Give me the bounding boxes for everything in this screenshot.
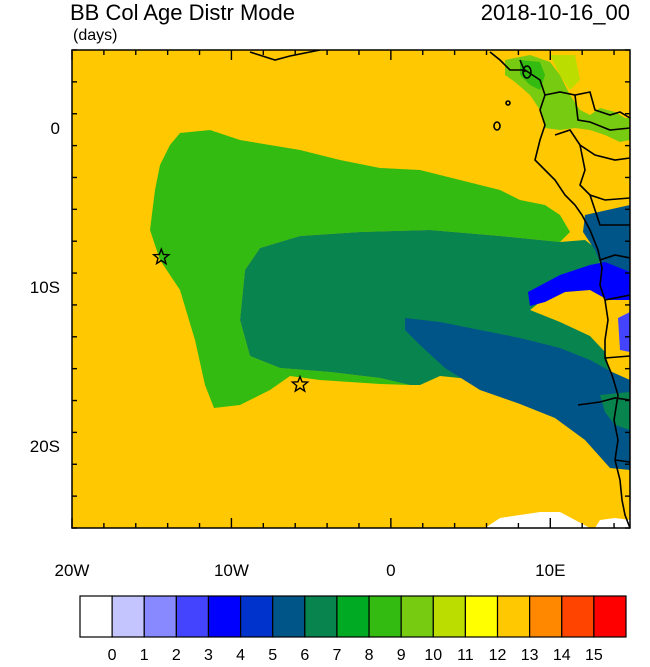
units-label: (days) [73, 27, 118, 44]
colorbar-swatch [207, 595, 242, 638]
axis-ticks [71, 49, 630, 529]
colorbar-swatch [272, 595, 306, 638]
age-11-north [550, 55, 580, 90]
age-4-region [528, 262, 630, 306]
title-right: 2018-10-16_00 [480, 0, 630, 25]
colorbar-swatch [336, 595, 370, 638]
colorbar-label: 2 [171, 647, 181, 664]
age-6-region [405, 318, 630, 470]
colorbar-swatch [111, 595, 145, 638]
colorbar-swatch [304, 595, 338, 638]
x-tick-label: 10W [213, 561, 249, 580]
colorbar-swatch [239, 595, 274, 638]
age-0-region [485, 512, 590, 528]
colorbar-swatch [496, 595, 531, 638]
age-0-region-2 [595, 518, 630, 528]
colorbar-label: 13 [520, 647, 539, 664]
colorbar-swatch [529, 595, 563, 638]
age-3-region [618, 312, 630, 352]
colorbar-label: 0 [107, 647, 117, 664]
colorbar-swatch [593, 595, 627, 638]
colorbar-swatch [175, 595, 210, 638]
y-tick-label: 0 [50, 118, 60, 138]
colorbar-label: 6 [300, 647, 310, 664]
colorbar-swatch [432, 595, 467, 638]
colorbar-label: 4 [236, 647, 246, 664]
colorbar-label: 7 [332, 647, 342, 664]
colorbar [79, 595, 627, 638]
x-tick-label: 10E [535, 561, 566, 580]
colorbar-swatch [561, 595, 595, 638]
colorbar-swatch [368, 595, 402, 638]
colorbar-label: 10 [424, 647, 443, 664]
colorbar-label: 14 [552, 647, 571, 664]
colorbar-label: 3 [204, 647, 213, 664]
colorbar-swatch [464, 595, 499, 638]
x-tick-label: 0 [386, 561, 396, 580]
title-left: BB Col Age Distr Mode [70, 0, 295, 25]
colorbar-swatch [79, 595, 113, 638]
y-tick-label: 10S [29, 278, 60, 297]
age-9-region [150, 130, 570, 408]
colorbar-swatch [143, 595, 177, 638]
colorbar-swatch [400, 595, 434, 638]
colorbar-label: 15 [584, 647, 603, 664]
colorbar-label: 12 [488, 647, 507, 664]
map-frame [71, 49, 631, 529]
map-plot [72, 50, 630, 528]
star-marker-st-helena-icon [290, 374, 310, 393]
y-tick-label: 20S [29, 437, 60, 457]
coastlines [249, 50, 630, 528]
colorbar-label: 11 [457, 647, 474, 664]
colorbar-label: 1 [139, 647, 149, 664]
colorbar-label: 9 [396, 647, 406, 664]
colorbar-label: 5 [268, 647, 278, 664]
colorbar-label: 8 [364, 647, 374, 664]
x-tick-label: 20W [54, 561, 90, 580]
markers [151, 247, 310, 393]
star-marker-ascension-icon [151, 247, 171, 266]
